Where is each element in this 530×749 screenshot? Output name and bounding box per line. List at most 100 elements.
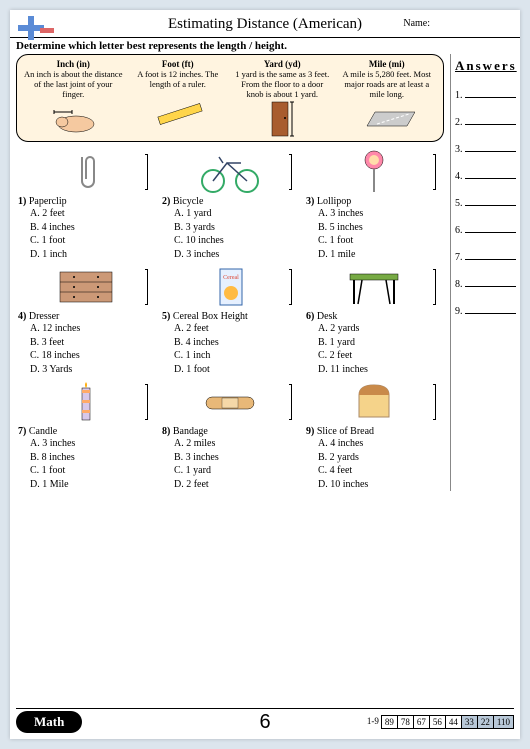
question-title: 5) Cereal Box Height xyxy=(160,311,300,322)
question-image xyxy=(16,378,156,426)
measure-bracket-icon xyxy=(145,154,148,190)
reference-cell: Foot (ft) A foot is 12 inches. The lengt… xyxy=(126,59,231,137)
worksheet-page: Estimating Distance (American) Name: Det… xyxy=(10,10,520,739)
answer-line: 3. xyxy=(455,142,516,155)
question-option: C. 1 foot xyxy=(30,464,156,478)
answer-blank[interactable] xyxy=(465,142,516,152)
score-cell: 56 xyxy=(429,715,446,729)
answer-line: 5. xyxy=(455,196,516,209)
answer-blank[interactable] xyxy=(465,88,516,98)
footer-subject-badge: Math xyxy=(16,711,82,733)
question-option: A. 2 feet xyxy=(174,322,300,336)
answer-blank[interactable] xyxy=(465,250,516,260)
questions-grid: 1) Paperclip A. 2 feetB. 4 inchesC. 1 fo… xyxy=(16,148,444,491)
question-image xyxy=(304,263,444,311)
reference-cell: Yard (yd) 1 yard is the same as 3 feet. … xyxy=(230,59,335,137)
instruction-text: Determine which letter best represents t… xyxy=(10,38,520,54)
question-title: 2) Bicycle xyxy=(160,196,300,207)
question-title: 1) Paperclip xyxy=(16,196,156,207)
question-option: A. 1 yard xyxy=(174,207,300,221)
question-option: D. 3 Yards xyxy=(30,363,156,377)
answer-blank[interactable] xyxy=(465,304,516,314)
question-option: C. 10 inches xyxy=(174,234,300,248)
question-option: D. 3 inches xyxy=(174,248,300,262)
reference-cell: Inch (in) An inch is about the distance … xyxy=(21,59,126,137)
measure-bracket-icon xyxy=(433,269,436,305)
question-option: A. 3 inches xyxy=(30,437,156,451)
question-options: A. 2 yardsB. 1 yardC. 2 feetD. 11 inches xyxy=(304,322,444,376)
question-cell: Cereal 5) Cereal Box Height A. 2 feetB. … xyxy=(160,263,300,376)
reference-text: A foot is 12 inches. The length of a rul… xyxy=(128,69,229,89)
question-image xyxy=(304,148,444,196)
question-image xyxy=(160,148,300,196)
content-column: Inch (in) An inch is about the distance … xyxy=(10,54,450,491)
question-option: C. 1 yard xyxy=(174,464,300,478)
score-cell: 22 xyxy=(477,715,494,729)
question-option: D. 1 inch xyxy=(30,248,156,262)
question-option: C. 2 feet xyxy=(318,349,444,363)
measure-bracket-icon xyxy=(289,269,292,305)
answer-blank[interactable] xyxy=(465,223,516,233)
question-title: 9) Slice of Bread xyxy=(304,426,444,437)
score-cell: 67 xyxy=(413,715,430,729)
measure-bracket-icon xyxy=(433,384,436,420)
question-option: D. 1 mile xyxy=(318,248,444,262)
answer-line: 4. xyxy=(455,169,516,182)
question-title: 6) Desk xyxy=(304,311,444,322)
question-option: C. 4 feet xyxy=(318,464,444,478)
answer-blank[interactable] xyxy=(465,196,516,206)
reference-box: Inch (in) An inch is about the distance … xyxy=(16,54,444,142)
reference-icon xyxy=(232,101,333,137)
measure-bracket-icon xyxy=(433,154,436,190)
question-cell: 8) Bandage A. 2 milesB. 3 inchesC. 1 yar… xyxy=(160,378,300,491)
measure-bracket-icon xyxy=(289,154,292,190)
answer-blank[interactable] xyxy=(465,115,516,125)
question-option: B. 1 yard xyxy=(318,336,444,350)
answer-number: 4. xyxy=(455,171,465,182)
question-option: B. 3 feet xyxy=(30,336,156,350)
question-option: B. 3 yards xyxy=(174,221,300,235)
question-option: D. 2 feet xyxy=(174,478,300,492)
question-option: A. 3 inches xyxy=(318,207,444,221)
answer-blank[interactable] xyxy=(465,169,516,179)
question-option: A. 2 feet xyxy=(30,207,156,221)
answer-number: 6. xyxy=(455,225,465,236)
measure-bracket-icon xyxy=(145,384,148,420)
score-cell: 110 xyxy=(493,715,514,729)
page-title: Estimating Distance (American) xyxy=(10,10,520,33)
question-option: A. 2 miles xyxy=(174,437,300,451)
question-option: A. 2 yards xyxy=(318,322,444,336)
question-options: A. 1 yardB. 3 yardsC. 10 inchesD. 3 inch… xyxy=(160,207,300,261)
answer-number: 5. xyxy=(455,198,465,209)
main-content: Inch (in) An inch is about the distance … xyxy=(10,54,520,491)
reference-cell: Mile (mi) A mile is 5,280 feet. Most maj… xyxy=(335,59,440,137)
question-cell: 7) Candle A. 3 inchesB. 8 inchesC. 1 foo… xyxy=(16,378,156,491)
answer-blank[interactable] xyxy=(465,277,516,287)
answer-line: 8. xyxy=(455,277,516,290)
question-option: C. 1 foot xyxy=(30,234,156,248)
question-options: A. 2 feetB. 4 inchesC. 1 footD. 1 inch xyxy=(16,207,156,261)
question-option: B. 8 inches xyxy=(30,451,156,465)
question-title: 8) Bandage xyxy=(160,426,300,437)
answer-number: 2. xyxy=(455,117,465,128)
question-image: Cereal xyxy=(160,263,300,311)
page-footer: Math 6 1-989786756443322110 xyxy=(16,708,514,733)
question-options: A. 4 inchesB. 2 yardsC. 4 feetD. 10 inch… xyxy=(304,437,444,491)
question-option: D. 1 Mile xyxy=(30,478,156,492)
question-options: A. 3 inchesB. 5 inchesC. 1 footD. 1 mile xyxy=(304,207,444,261)
answer-line: 6. xyxy=(455,223,516,236)
footer-page-number: 6 xyxy=(259,711,270,734)
question-option: B. 3 inches xyxy=(174,451,300,465)
answers-column: Answers 1.2.3.4.5.6.7.8.9. xyxy=(450,54,520,491)
question-title: 4) Dresser xyxy=(16,311,156,322)
question-option: A. 12 inches xyxy=(30,322,156,336)
question-option: B. 2 yards xyxy=(318,451,444,465)
answer-number: 1. xyxy=(455,90,465,101)
reference-heading: Yard (yd) xyxy=(232,59,333,69)
answers-heading: Answers xyxy=(455,58,516,74)
question-cell: 2) Bicycle A. 1 yardB. 3 yardsC. 10 inch… xyxy=(160,148,300,261)
question-cell: 9) Slice of Bread A. 4 inchesB. 2 yardsC… xyxy=(304,378,444,491)
footer-score-strip: 1-989786756443322110 xyxy=(364,715,514,729)
reference-icon xyxy=(337,101,438,137)
answer-number: 8. xyxy=(455,279,465,290)
